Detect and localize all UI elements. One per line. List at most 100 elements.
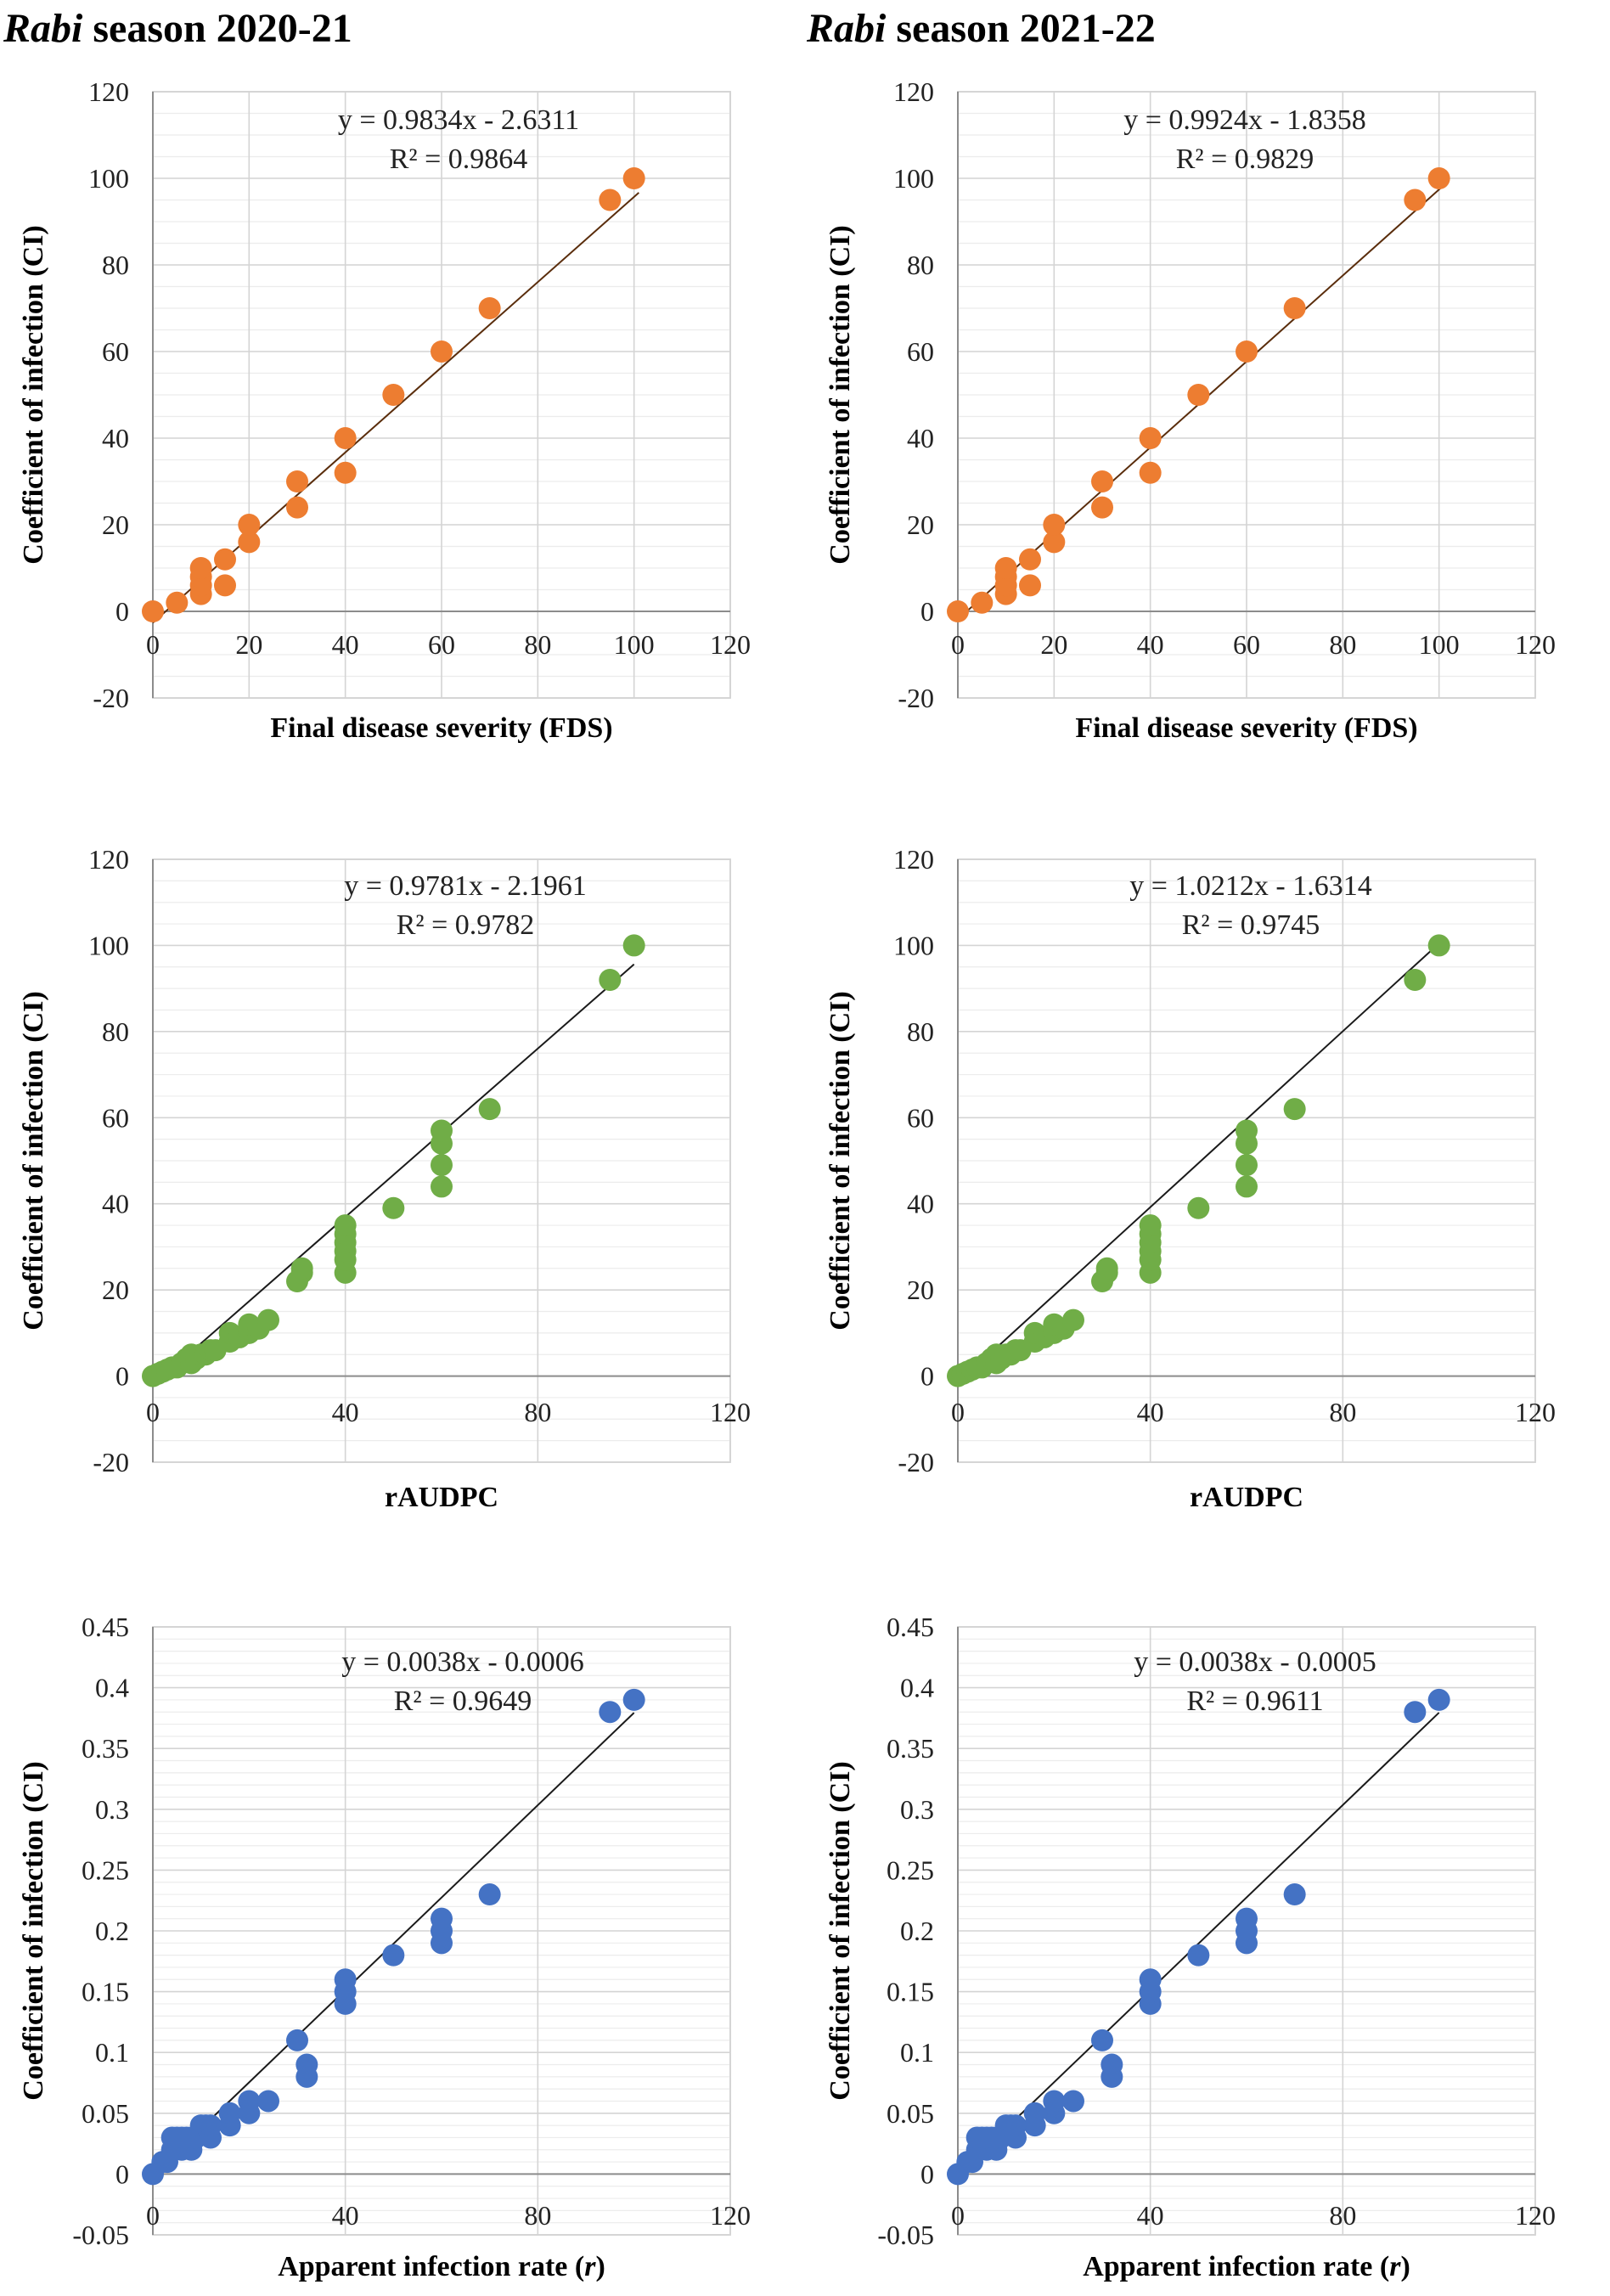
x-tick-label: 0: [146, 629, 160, 660]
y-tick-label: 60: [907, 336, 934, 367]
trend-equation: y = 0.9924x - 1.8358: [1123, 104, 1366, 136]
x-axis-title: Final disease severity (FDS): [270, 712, 612, 744]
r-squared: R² = 0.9782: [397, 909, 535, 941]
y-tick-label: 0.4: [900, 1673, 934, 1703]
x-tick-label: 40: [332, 2200, 359, 2231]
x-tick-label: 80: [1329, 2200, 1356, 2231]
data-point: [1005, 2114, 1027, 2137]
x-tick-label: 0: [146, 1397, 160, 1427]
data-point: [478, 297, 501, 319]
data-point: [599, 189, 622, 211]
y-tick-label: 60: [907, 1102, 934, 1133]
y-axis-title: Coefficient of infection (CI): [18, 991, 49, 1330]
y-tick-label: 0: [920, 2158, 934, 2189]
data-point: [290, 1257, 313, 1280]
data-point: [257, 2090, 279, 2113]
data-point: [1062, 1308, 1084, 1331]
data-point: [622, 1688, 645, 1711]
data-point: [382, 384, 405, 406]
data-point: [238, 514, 261, 536]
data-point: [142, 600, 164, 622]
trend-equation: y = 0.9781x - 2.1961: [344, 870, 587, 902]
data-point: [1139, 1214, 1162, 1237]
data-point: [334, 461, 357, 484]
data-point: [1187, 1944, 1210, 1967]
chart-raudpc-2020: -20 0 20 40 60 80 100 120 0 40 80 120 y = 0.9781x - …: [18, 844, 751, 1513]
y-tick-label: -0.05: [72, 2220, 129, 2250]
data-point: [334, 1214, 357, 1237]
y-tick-label: 0.45: [82, 1612, 129, 1642]
data-point: [1427, 1688, 1450, 1711]
x-tick-label: 40: [332, 1397, 359, 1427]
data-point: [1404, 969, 1427, 991]
data-point: [994, 557, 1017, 579]
data-point: [971, 591, 994, 614]
y-tick-label: -20: [93, 1447, 129, 1477]
data-point: [478, 1098, 501, 1121]
x-tick-label: 80: [524, 1397, 551, 1427]
y-tick-label: 60: [102, 1102, 129, 1133]
trendline: [957, 1712, 1440, 2175]
r-squared: R² = 0.9829: [1176, 144, 1314, 175]
data-point: [200, 2114, 222, 2137]
y-tick-label: 0.2: [95, 1916, 129, 1946]
season-title-2020: Rabi season 2020-21: [3, 6, 352, 51]
y-tick-label: 120: [893, 76, 934, 107]
x-tick-label: 120: [1515, 629, 1556, 660]
data-point: [214, 548, 236, 571]
data-point: [431, 340, 453, 363]
y-tick-label: 20: [102, 509, 129, 540]
data-point: [1236, 1175, 1258, 1198]
y-tick-label: 0: [115, 2158, 129, 2189]
y-tick-label: -20: [93, 683, 129, 713]
data-point: [189, 557, 212, 579]
y-axis-title: Coefficient of infection (CI): [825, 1761, 856, 2100]
y-tick-label: 80: [907, 250, 934, 280]
x-tick-label: 120: [1515, 1397, 1556, 1427]
x-tick-label: 100: [614, 629, 655, 660]
y-tick-label: 120: [893, 844, 934, 875]
r-squared: R² = 0.9611: [1186, 1685, 1323, 1717]
y-axis-title: Coefficient of infection (CI): [18, 1761, 49, 2100]
data-point: [286, 470, 308, 492]
data-point: [599, 969, 622, 991]
data-point: [1236, 1154, 1258, 1177]
data-point: [622, 167, 645, 189]
x-tick-label: 40: [1137, 2200, 1164, 2231]
data-point: [1019, 574, 1041, 597]
y-tick-label: 120: [88, 844, 129, 875]
data-point: [334, 427, 357, 449]
x-tick-label: 60: [1233, 629, 1260, 660]
data-point: [286, 2029, 308, 2051]
x-tick-label: 0: [951, 2200, 965, 2231]
x-tick-label: 120: [1515, 2200, 1556, 2231]
data-point: [431, 1154, 453, 1177]
y-tick-label: 100: [893, 163, 934, 194]
data-point: [1091, 496, 1113, 519]
y-axis-title: Coefficient of infection (CI): [825, 991, 856, 1330]
y-tick-label: 0.05: [887, 2098, 934, 2129]
y-tick-label: 40: [102, 423, 129, 453]
trend-equation: y = 1.0212x - 1.6314: [1129, 870, 1372, 902]
x-tick-label: 80: [524, 2200, 551, 2231]
data-point: [1236, 1119, 1258, 1142]
x-tick-label: 0: [146, 2200, 160, 2231]
data-point: [1404, 1701, 1427, 1724]
data-point: [382, 1196, 405, 1219]
r-squared: R² = 0.9745: [1182, 909, 1320, 941]
data-point: [1043, 531, 1066, 554]
data-point: [1023, 2102, 1046, 2124]
y-tick-label: 0.25: [887, 1854, 934, 1885]
data-point: [1139, 1968, 1162, 1991]
y-tick-label: 0.35: [887, 1733, 934, 1764]
y-tick-label: 0.1: [95, 2037, 129, 2068]
trend-equation: y = 0.0038x - 0.0006: [341, 1646, 584, 1678]
data-point: [1139, 427, 1162, 449]
y-tick-label: -20: [898, 1447, 934, 1477]
x-tick-label: 0: [951, 1397, 965, 1427]
trend-equation: y = 0.9834x - 2.6311: [338, 104, 579, 136]
data-point: [1187, 384, 1210, 406]
chart-rate-2020: -0.05 0 0.05 0.1 0.15 0.2 0.25 0.3 0.35 0.4 0.45 0 4…: [18, 1612, 751, 2282]
x-tick-label: 20: [235, 629, 262, 660]
